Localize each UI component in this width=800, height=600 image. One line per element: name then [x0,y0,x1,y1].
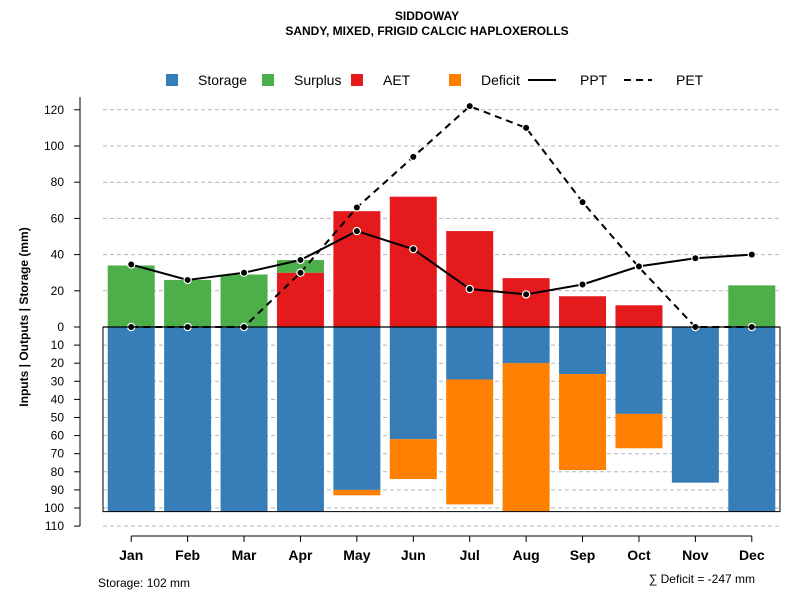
y-tick-label: 120 [44,103,64,117]
ppt-point-jan [127,260,136,269]
x-tick-label-jul: Jul [460,547,480,563]
storage-bar-sep [559,327,607,375]
storage-bar-jun [389,327,437,440]
y-tick-label: 80 [51,465,65,479]
ppt-point-jun [409,244,418,254]
deficit-bar-oct [615,413,663,449]
legend-label-pet: PET [676,72,704,88]
ppt-point-may [352,226,362,236]
ppt-point-aug [521,290,531,299]
legend-label-storage: Storage [198,72,247,88]
y-tick-label: 110 [45,519,64,533]
legend-swatch-surplus [262,74,274,86]
axes: 0 20 40 60 80 100 120 10 20 30 40 50 60 70 80 90 100 110 J… [44,97,781,563]
ppt-point-apr [296,255,305,265]
y-tick-label: 20 [51,356,65,370]
bars [107,196,776,512]
aet-bar-apr [276,272,324,327]
pet-point-may [352,203,362,212]
x-tick-label-nov: Nov [682,547,709,563]
y-tick-label: 60 [51,211,65,225]
surplus-bar-dec [728,285,776,327]
x-tick-label-jun: Jun [401,547,426,563]
y-tick-label: 100 [44,139,64,153]
y-tick-label: 50 [51,411,65,425]
pet-point-sep [578,197,587,207]
y-axis-label: Inputs | Outputs | Storage (mm) [17,227,31,406]
y-tick-label: 0 [57,320,64,334]
legend-label-deficit: Deficit [481,72,520,88]
surplus-bar-jan [107,265,155,327]
surplus-bar-mar [220,274,268,327]
storage-label: Storage: 102 mm [98,576,190,590]
aet-bar-aug [502,278,550,327]
aet-bar-jul [446,231,494,327]
storage-bar-apr [276,327,324,512]
chart-title: SIDDOWAY [395,9,459,23]
ppt-point-sep [578,280,587,289]
surplus-bar-feb [164,279,212,327]
grid [103,109,780,527]
y-tick-label: 90 [51,483,65,497]
x-tick-label-feb: Feb [175,547,200,563]
chart-subtitle: SANDY, MIXED, FRIGID CALCIC HAPLOXEROLLS [285,24,568,38]
ppt-point-oct [634,262,644,271]
pet-point-jun [409,152,418,162]
storage-bar-dec [728,327,776,512]
x-tick-label-may: May [343,547,370,563]
pet-point-jul [465,101,474,111]
deficit-bar-jul [446,379,494,505]
ppt-line [130,229,752,296]
storage-bar-aug [502,327,550,364]
storage-bar-nov [671,327,719,483]
deficit-bar-sep [559,374,607,470]
storage-bar-mar [220,327,268,512]
storage-bar-jan [107,327,155,512]
legend: Storage Surplus AET Deficit PPT PET [166,72,704,88]
y-tick-label: 10 [51,338,65,352]
y-tick-label: 70 [51,447,65,461]
deficit-bar-may [333,489,381,496]
aet-bar-jun [389,196,437,327]
legend-label-aet: AET [383,72,411,88]
legend-swatch-deficit [449,74,461,86]
x-tick-label-jan: Jan [119,547,143,563]
deficit-bar-jun [389,439,437,480]
ppt-point-jul [465,284,474,294]
x-tick-label-sep: Sep [570,547,596,563]
legend-label-ppt: PPT [580,72,608,88]
x-tick-label-apr: Apr [288,547,313,563]
pet-point-aug [521,123,531,133]
x-tick-label-oct: Oct [627,547,651,563]
x-tick-label-dec: Dec [739,547,765,563]
y-tick-label: 40 [51,248,65,262]
y-tick-label: 20 [51,284,65,298]
y-tick-label: 60 [51,429,65,443]
deficit-label: ∑ Deficit = -247 mm [649,572,755,586]
lines [127,101,756,332]
x-tick-label-aug: Aug [513,547,540,563]
ppt-point-dec [747,250,756,259]
y-tick-label: 80 [51,175,65,189]
legend-label-surplus: Surplus [294,72,341,88]
aet-bar-sep [559,296,607,327]
ppt-point-feb [183,275,192,285]
y-tick-label: 100 [44,501,64,515]
storage-bar-feb [164,327,212,512]
storage-bar-may [333,327,381,490]
legend-swatch-storage [166,74,178,86]
ppt-point-mar [239,268,249,277]
x-tick-label-mar: Mar [232,547,257,563]
y-tick-label: 40 [51,392,65,406]
storage-bar-oct [615,327,663,414]
ppt-point-nov [691,254,700,263]
pet-point-apr [296,268,305,277]
y-tick-label: 30 [51,374,65,388]
deficit-bar-aug [502,363,550,512]
storage-bar-jul [446,327,494,380]
legend-swatch-aet [351,74,363,86]
aet-bar-oct [615,305,663,327]
